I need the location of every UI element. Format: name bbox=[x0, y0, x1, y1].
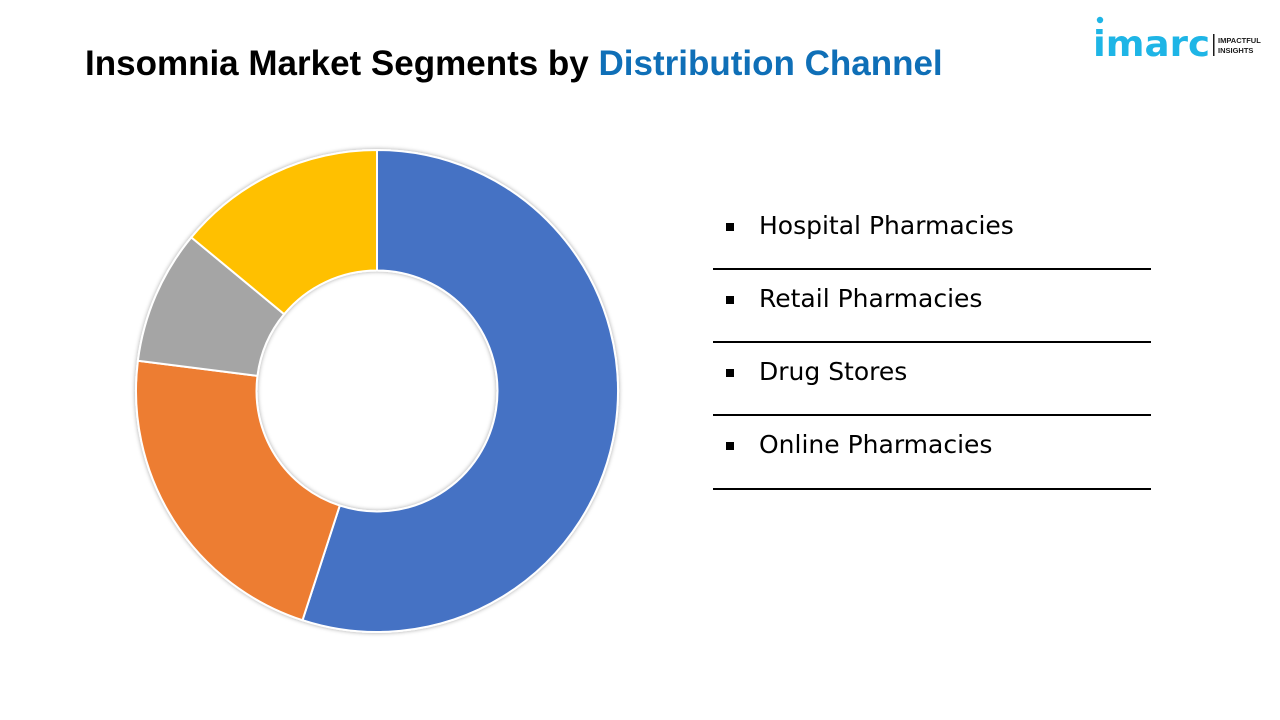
donut-slice-retail-pharmacies bbox=[135, 359, 342, 622]
legend-label: Hospital Pharmacies bbox=[759, 211, 1014, 240]
legend-item-online-pharmacies: Online Pharmacies bbox=[713, 416, 1151, 490]
imarc-logo: imarc IMPACTFUL INSIGHTS bbox=[1093, 16, 1261, 64]
legend-label: Drug Stores bbox=[759, 357, 908, 386]
logo-dot bbox=[1096, 16, 1104, 24]
donut-slice-hospital-pharmacies bbox=[301, 148, 619, 633]
legend-bullet-icon bbox=[726, 223, 734, 231]
legend-label: Retail Pharmacies bbox=[759, 284, 983, 313]
legend: Hospital Pharmacies Retail Pharmacies Drug… bbox=[713, 192, 1151, 490]
legend-item-retail-pharmacies: Retail Pharmacies bbox=[713, 270, 1151, 343]
legend-item-drug-stores: Drug Stores bbox=[713, 343, 1151, 416]
chart-title: Insomnia Market Segments by Distribution… bbox=[85, 44, 943, 84]
legend-bullet-icon bbox=[726, 442, 734, 450]
legend-item-hospital-pharmacies: Hospital Pharmacies bbox=[713, 192, 1151, 270]
logo-tagline-line2: INSIGHTS bbox=[1218, 46, 1253, 55]
legend-bullet-icon bbox=[726, 369, 734, 377]
donut-slices bbox=[135, 148, 619, 633]
donut-slice-online-pharmacies bbox=[189, 148, 378, 316]
legend-bullet-icon bbox=[726, 296, 734, 304]
donut-chart bbox=[135, 148, 619, 633]
logo-brand: imarc bbox=[1093, 24, 1210, 64]
chart-title-prefix: Insomnia Market Segments by bbox=[85, 44, 599, 83]
logo-tagline-line1: IMPACTFUL bbox=[1218, 36, 1261, 45]
chart-title-highlight: Distribution Channel bbox=[598, 44, 943, 83]
legend-label: Online Pharmacies bbox=[759, 430, 993, 459]
logo-divider bbox=[1213, 34, 1215, 56]
